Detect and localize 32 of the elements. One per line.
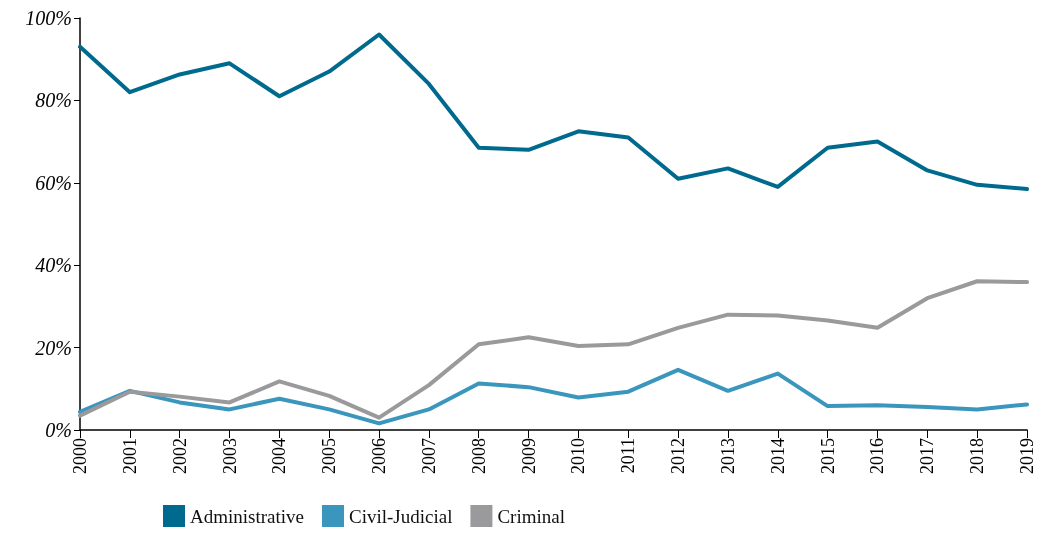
y-tick-label: 20%	[35, 336, 72, 359]
x-tick-label: 2010	[568, 438, 589, 474]
y-tick-label: 40%	[35, 254, 72, 277]
x-tick-label: 2002	[169, 438, 190, 474]
legend-label: Civil-Judicial	[348, 505, 453, 527]
x-tick-label: 2000	[70, 438, 90, 474]
x-tick-label: 2013	[717, 438, 738, 474]
legend-label: Administrative	[190, 505, 304, 527]
x-tick-label: 2003	[219, 438, 240, 474]
y-tick-label: 100%	[25, 7, 72, 29]
x-tick-label: 2008	[468, 438, 489, 474]
x-tick-label: 2016	[867, 438, 888, 474]
x-tick-label: 2015	[817, 438, 838, 474]
line-series	[78, 279, 1029, 420]
line-series	[78, 367, 1029, 426]
x-tick-label: 2005	[319, 438, 340, 474]
x-tick-label: 2004	[269, 438, 290, 474]
x-tick-label: 2007	[418, 438, 439, 474]
y-tick-label: 0%	[45, 419, 72, 441]
legend-label: Criminal	[497, 505, 565, 527]
x-tick-label: 2001	[119, 438, 140, 474]
x-tick-label: 2018	[967, 438, 988, 474]
y-tick-label: 80%	[35, 89, 72, 112]
x-tick-label: 2006	[369, 438, 390, 474]
x-tick-label: 2019	[1017, 438, 1037, 474]
x-tick-label: 2012	[668, 438, 689, 474]
x-tick-label: 2017	[917, 438, 938, 474]
y-tick-label: 60%	[35, 171, 72, 194]
line-series	[78, 32, 1029, 191]
x-tick-label: 2009	[518, 438, 539, 474]
x-tick-label: 2014	[767, 438, 788, 474]
x-tick-label: 2011	[618, 438, 639, 474]
